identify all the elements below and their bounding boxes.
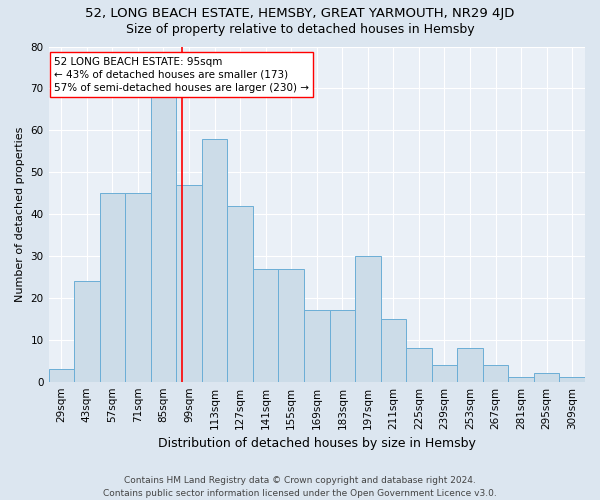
Bar bbox=[151, 97, 176, 382]
Bar bbox=[125, 193, 151, 382]
Bar bbox=[559, 378, 585, 382]
Bar bbox=[253, 268, 278, 382]
Bar bbox=[176, 185, 202, 382]
Bar bbox=[304, 310, 329, 382]
Bar bbox=[534, 374, 559, 382]
Y-axis label: Number of detached properties: Number of detached properties bbox=[15, 126, 25, 302]
Text: 52, LONG BEACH ESTATE, HEMSBY, GREAT YARMOUTH, NR29 4JD: 52, LONG BEACH ESTATE, HEMSBY, GREAT YAR… bbox=[85, 8, 515, 20]
Bar bbox=[227, 206, 253, 382]
Bar bbox=[329, 310, 355, 382]
Bar bbox=[457, 348, 483, 382]
Bar bbox=[483, 365, 508, 382]
Bar bbox=[432, 365, 457, 382]
Bar bbox=[355, 256, 380, 382]
X-axis label: Distribution of detached houses by size in Hemsby: Distribution of detached houses by size … bbox=[158, 437, 476, 450]
Bar bbox=[49, 369, 74, 382]
Bar bbox=[406, 348, 432, 382]
Text: Contains HM Land Registry data © Crown copyright and database right 2024.
Contai: Contains HM Land Registry data © Crown c… bbox=[103, 476, 497, 498]
Bar bbox=[278, 268, 304, 382]
Text: 52 LONG BEACH ESTATE: 95sqm
← 43% of detached houses are smaller (173)
57% of se: 52 LONG BEACH ESTATE: 95sqm ← 43% of det… bbox=[54, 56, 309, 93]
Bar bbox=[202, 138, 227, 382]
Bar bbox=[380, 319, 406, 382]
Bar bbox=[100, 193, 125, 382]
Bar bbox=[508, 378, 534, 382]
Bar bbox=[74, 281, 100, 382]
Text: Size of property relative to detached houses in Hemsby: Size of property relative to detached ho… bbox=[125, 22, 475, 36]
